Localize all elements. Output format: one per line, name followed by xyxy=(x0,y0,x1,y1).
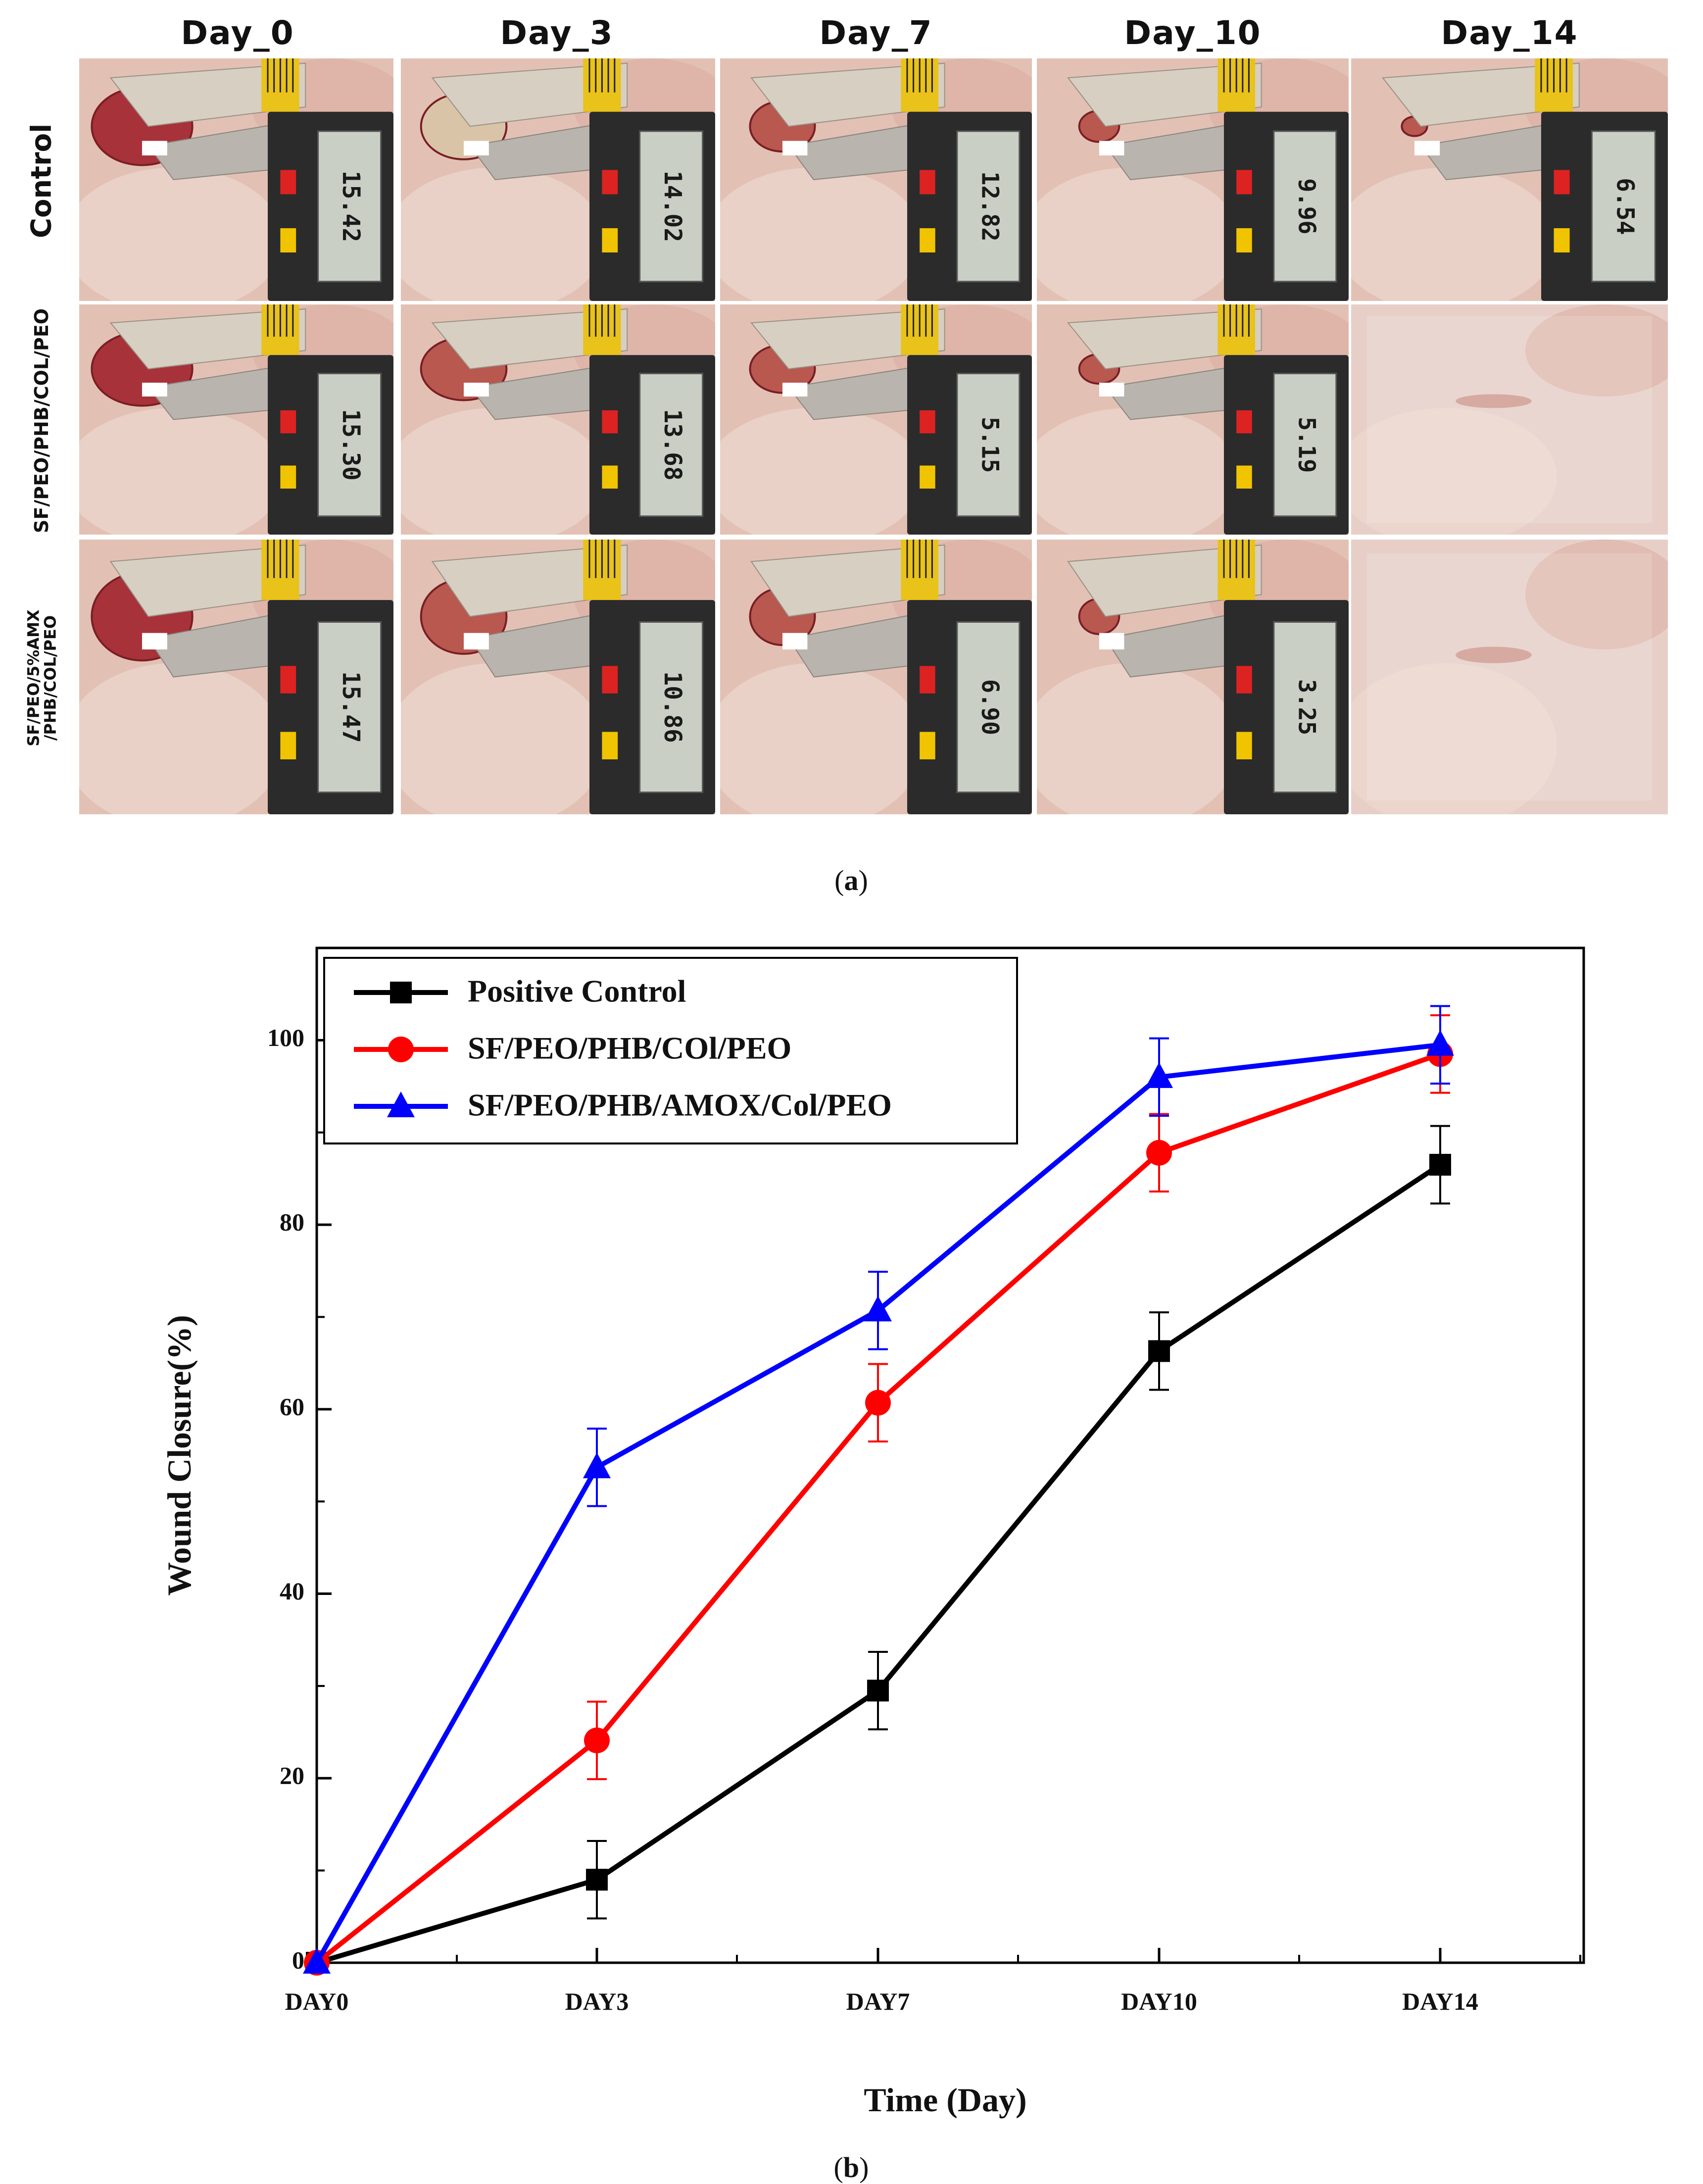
wound-closure-chart: 0 20 40 60 80 100 DAY0 DAY3 DAY7 DAY10 DAY14 Time (… xyxy=(160,946,1585,2119)
caliper-reading: 6.54 xyxy=(1611,178,1639,235)
caption-a-letter: a xyxy=(844,864,859,896)
y-tick-label: 0 xyxy=(292,1946,304,1974)
data-point xyxy=(583,1452,611,1479)
caliper-reading: 12.82 xyxy=(976,171,1003,241)
wound-photo: 10.86 xyxy=(401,540,715,814)
data-point xyxy=(303,1948,331,1974)
data-point xyxy=(864,1295,892,1322)
row-label-sf-col: SF/PEO/PHB/COL/PEO xyxy=(31,308,53,534)
wound-photo: 13.68 xyxy=(401,304,715,535)
y-tick-label: 40 xyxy=(280,1577,304,1605)
data-point xyxy=(1148,1340,1170,1362)
row-label-control: Control xyxy=(25,123,58,238)
wound-photo xyxy=(1351,304,1668,535)
plot-frame xyxy=(315,946,1585,1964)
row-label-control-wrap: Control xyxy=(5,59,79,302)
caliper-reading: 15.42 xyxy=(337,171,365,243)
x-tick-label: DAY0 xyxy=(285,1987,349,2015)
data-point xyxy=(1426,1030,1454,1056)
data-point xyxy=(586,1869,608,1891)
x-tick-label: DAY10 xyxy=(1121,1987,1197,2015)
wound-photo: 9.96 xyxy=(1037,58,1349,301)
y-tick-label: 100 xyxy=(267,1024,304,1051)
y-tick-label: 60 xyxy=(280,1392,304,1420)
row-label-sf-amx: SF/PEO/5%AMX /PHB/COL/PEO xyxy=(24,609,59,747)
data-point xyxy=(387,1092,415,1117)
x-axis-title: Time (Day) xyxy=(864,2081,1026,2119)
caliper-reading: 6.90 xyxy=(976,679,1003,735)
data-point xyxy=(865,1390,891,1416)
wound-photo: 15.47 xyxy=(79,540,393,814)
row-label-sf-amx-wrap: SF/PEO/5%AMX /PHB/COL/PEO xyxy=(5,540,79,817)
y-tick-label: 80 xyxy=(280,1208,304,1236)
wound-photo: 12.82 xyxy=(720,58,1032,301)
y-axis-title: Wound Closure(%) xyxy=(160,1315,198,1595)
legend-label: SF/PEO/PHB/AMOX/Col/PEO xyxy=(468,1088,892,1123)
data-point xyxy=(867,1680,889,1702)
data-point xyxy=(1429,1153,1451,1176)
caliper-reading: 15.30 xyxy=(337,409,365,481)
caliper-reading: 5.19 xyxy=(1293,417,1320,473)
data-point xyxy=(1146,1140,1172,1166)
x-tick-label: DAY7 xyxy=(846,1987,910,2015)
day-header-0: Day_0 xyxy=(181,14,294,52)
wound-photo: 5.19 xyxy=(1037,304,1349,535)
legend-label: SF/PEO/PHB/COl/PEO xyxy=(468,1031,791,1066)
wound-photo: 6.90 xyxy=(720,540,1032,814)
data-point xyxy=(388,1037,414,1062)
x-tick-label: DAY3 xyxy=(565,1987,629,2015)
day-header-10: Day_10 xyxy=(1124,14,1262,52)
caliper-reading: 9.96 xyxy=(1293,178,1320,234)
wound-photo: 5.15 xyxy=(720,304,1032,535)
wound-photo: 15.42 xyxy=(79,58,393,301)
x-tick-label: DAY14 xyxy=(1402,1987,1478,2015)
day-header-14: Day_14 xyxy=(1441,14,1578,52)
caliper-reading: 3.25 xyxy=(1293,679,1320,735)
caliper-reading: 15.47 xyxy=(337,671,365,743)
series-line xyxy=(314,1042,1441,1964)
data-point xyxy=(1145,1062,1173,1088)
caliper-reading: 5.15 xyxy=(976,417,1003,473)
caption-b: (b) xyxy=(833,2151,869,2184)
data-point xyxy=(584,1727,610,1753)
caliper-reading: 10.86 xyxy=(659,671,686,743)
wound-photo: 3.25 xyxy=(1037,540,1349,814)
series-line xyxy=(315,1051,1441,1965)
caliper-reading: 14.02 xyxy=(659,171,686,243)
caption-b-letter: b xyxy=(843,2151,860,2184)
photo-panel: Day_0 Day_3 Day_7 Day_10 Day_14 Control … xyxy=(0,0,1703,896)
data-point xyxy=(390,982,412,1003)
y-tick-label: 20 xyxy=(280,1762,304,1789)
wound-photo: 6.54 xyxy=(1351,58,1668,301)
wound-photo xyxy=(1351,540,1668,814)
row-label-sf-col-wrap: SF/PEO/PHB/COL/PEO xyxy=(5,304,79,537)
caption-a: (a) xyxy=(834,864,868,896)
day-header-3: Day_3 xyxy=(500,14,614,52)
day-header-7: Day_7 xyxy=(819,14,933,52)
wound-photo: 15.30 xyxy=(79,304,393,535)
chart-panel: 0 20 40 60 80 100 DAY0 DAY3 DAY7 DAY10 DAY14 Time (… xyxy=(0,891,1703,2184)
legend-label: Positive Control xyxy=(468,974,686,1009)
wound-photo: 14.02 xyxy=(401,58,715,301)
caliper-reading: 13.68 xyxy=(659,409,686,481)
